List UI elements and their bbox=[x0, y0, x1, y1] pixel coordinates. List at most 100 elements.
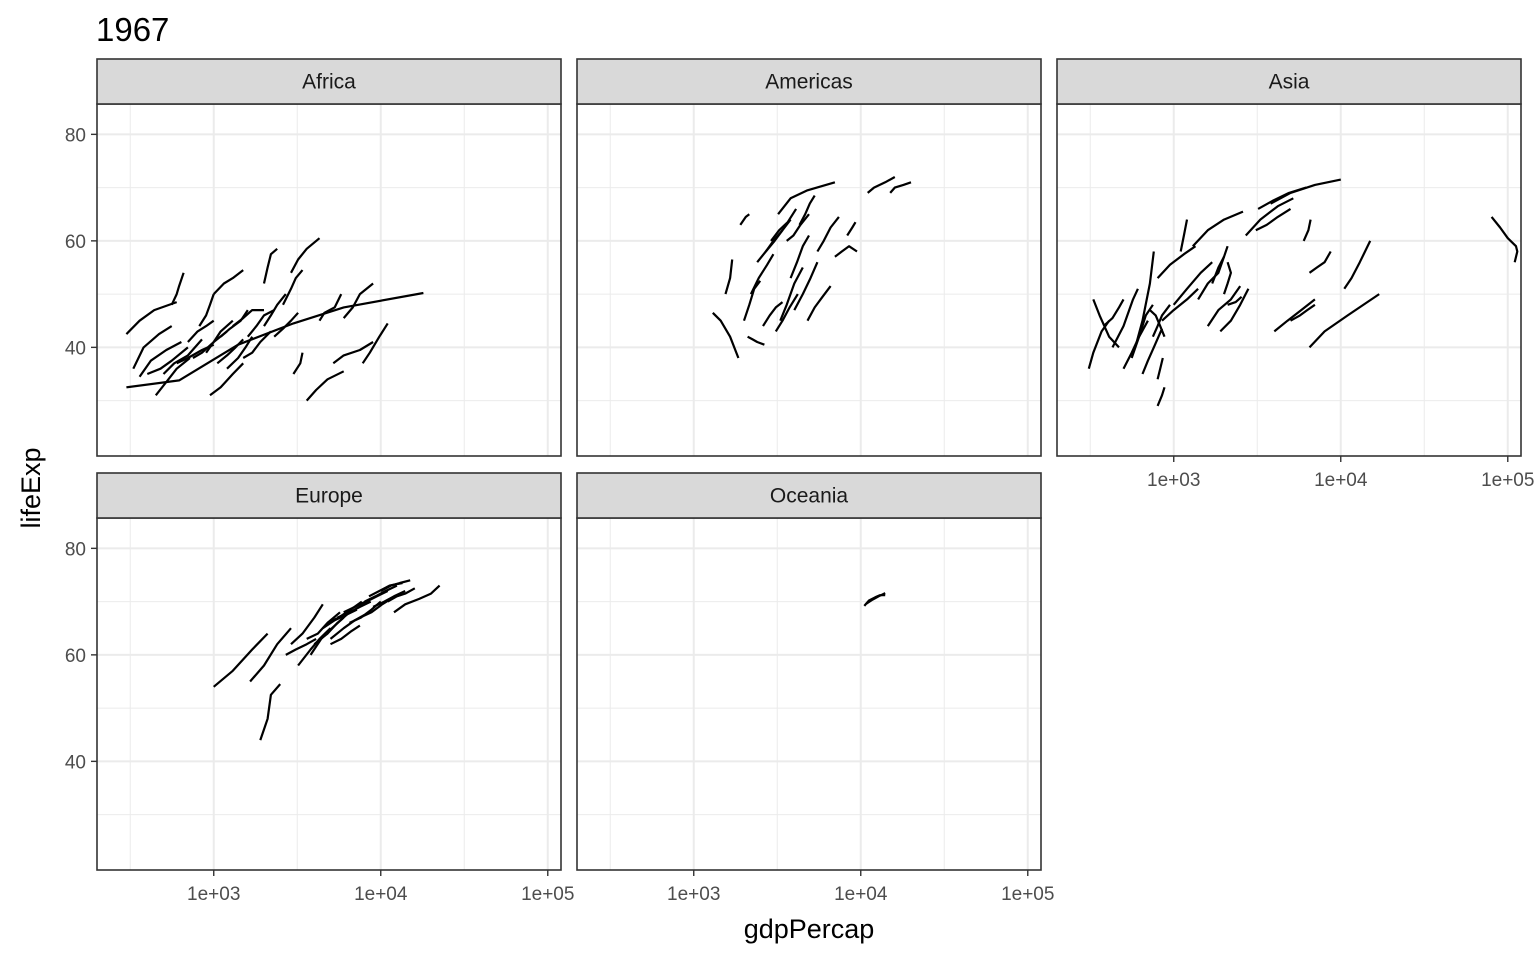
series-line-africa-32 bbox=[361, 322, 389, 364]
series-line-africa-24 bbox=[273, 312, 299, 338]
series-line-americas-12 bbox=[779, 266, 804, 322]
series-line-africa-11 bbox=[192, 330, 228, 359]
series-line-americas-22 bbox=[866, 176, 896, 194]
series-line-africa-20 bbox=[242, 330, 272, 359]
series-line-americas-17 bbox=[777, 181, 836, 215]
series-line-europe-21 bbox=[380, 579, 411, 592]
series-line-africa-23 bbox=[263, 293, 287, 327]
series-line-asia-9 bbox=[1149, 309, 1166, 338]
series-line-africa-19 bbox=[232, 309, 264, 327]
facet-africa: Africa 40 60 80 bbox=[65, 58, 562, 457]
series-line-africa-1 bbox=[126, 291, 424, 389]
chart-title: 1967 bbox=[96, 11, 169, 48]
series-line-asia-11 bbox=[1156, 386, 1166, 407]
strip-label-africa: Africa bbox=[302, 71, 356, 94]
series-line-asia-27 bbox=[1270, 178, 1342, 205]
series-line-europe-3 bbox=[249, 627, 292, 683]
strip-background bbox=[576, 472, 1042, 519]
series-line-asia-28 bbox=[1273, 298, 1316, 333]
series-line-africa-28 bbox=[305, 370, 345, 402]
series-line-asia-15 bbox=[1172, 261, 1213, 306]
series-line-americas-13 bbox=[786, 213, 810, 242]
series-line-asia-22 bbox=[1222, 261, 1232, 295]
series-line-asia-21 bbox=[1219, 288, 1250, 333]
series-line-americas-4 bbox=[742, 280, 762, 322]
series-line-africa-2 bbox=[125, 301, 178, 335]
series-lines bbox=[125, 237, 424, 402]
series-lines bbox=[863, 592, 886, 607]
series-line-americas-16 bbox=[798, 195, 816, 226]
x-axis-title: gdpPercap bbox=[744, 914, 875, 944]
x-axis: 1e+03 1e+04 1e+05 bbox=[1147, 456, 1534, 491]
series-line-asia-14 bbox=[1161, 288, 1199, 322]
series-line-americas-8 bbox=[762, 301, 784, 327]
series-line-asia-8 bbox=[1141, 328, 1164, 375]
y-axis-title: lifeExp bbox=[16, 447, 46, 528]
x-tick-label: 1e+05 bbox=[521, 884, 574, 905]
series-line-asia-6 bbox=[1130, 304, 1154, 359]
series-line-oceania-2 bbox=[865, 592, 886, 605]
x-tick-label: 1e+04 bbox=[834, 884, 888, 905]
series-line-asia-4 bbox=[1111, 288, 1139, 348]
series-line-asia-24 bbox=[1244, 197, 1294, 237]
facet-americas: Americas bbox=[576, 58, 1042, 457]
series-line-africa-16 bbox=[216, 338, 244, 365]
grid-lines bbox=[97, 518, 561, 870]
series-line-europe-24 bbox=[330, 624, 361, 646]
series-line-africa-3 bbox=[132, 325, 173, 370]
series-line-africa-12 bbox=[198, 293, 215, 327]
series-line-asia-30 bbox=[1302, 219, 1312, 242]
series-line-asia-34 bbox=[1490, 216, 1519, 263]
y-tick-label: 60 bbox=[65, 646, 86, 667]
series-line-asia-19 bbox=[1206, 285, 1242, 327]
series-line-americas-5 bbox=[747, 335, 765, 346]
series-line-americas-14 bbox=[789, 234, 810, 279]
series-line-africa-6 bbox=[154, 357, 191, 396]
series-line-africa-5 bbox=[146, 346, 189, 376]
series-line-asia-12 bbox=[1151, 304, 1171, 338]
x-axis: 1e+03 1e+04 1e+05 bbox=[187, 870, 574, 905]
series-line-europe-4 bbox=[285, 637, 317, 656]
y-tick-label: 60 bbox=[65, 232, 86, 253]
series-line-americas-19 bbox=[816, 216, 840, 253]
series-line-africa-22 bbox=[262, 247, 278, 284]
strip-label-asia: Asia bbox=[1269, 71, 1310, 94]
facet-oceania: Oceania 1e+03 1e+04 1e+05 bbox=[576, 472, 1054, 905]
series-line-americas-1 bbox=[712, 312, 740, 359]
series-lines bbox=[712, 176, 912, 359]
series-line-asia-3 bbox=[1102, 298, 1125, 327]
series-line-africa-8 bbox=[170, 272, 185, 306]
series-line-europe-23 bbox=[393, 584, 441, 614]
series-line-americas-20 bbox=[834, 245, 858, 258]
x-tick-label: 1e+03 bbox=[1147, 470, 1200, 491]
series-line-europe-1 bbox=[212, 632, 269, 688]
series-line-africa-4 bbox=[138, 341, 182, 378]
series-line-americas-2 bbox=[724, 259, 734, 295]
series-line-africa-25 bbox=[282, 269, 304, 306]
series-line-americas-18 bbox=[806, 285, 832, 322]
series-line-americas-3 bbox=[739, 213, 750, 226]
strip-background bbox=[96, 58, 562, 105]
facet-asia: Asia 1e+03 1e+04 1e+05 bbox=[1056, 58, 1534, 491]
series-line-europe-2 bbox=[259, 683, 282, 741]
panel-background bbox=[97, 518, 561, 870]
series-line-asia-7 bbox=[1135, 251, 1155, 343]
grid-lines bbox=[577, 518, 1041, 870]
series-line-americas-11 bbox=[774, 293, 799, 332]
series-line-africa-30 bbox=[332, 341, 374, 365]
grid-lines bbox=[97, 104, 561, 456]
y-tick-label: 80 bbox=[65, 125, 86, 146]
series-line-africa-7 bbox=[162, 338, 203, 375]
panel-background bbox=[97, 104, 561, 456]
strip-label-americas: Americas bbox=[765, 71, 853, 94]
series-line-asia-17 bbox=[1191, 210, 1244, 247]
series-lines bbox=[1087, 178, 1519, 407]
series-line-asia-33 bbox=[1343, 240, 1372, 290]
series-line-africa-26 bbox=[290, 237, 321, 274]
x-tick-label: 1e+05 bbox=[1001, 884, 1054, 905]
series-line-americas-9 bbox=[764, 218, 792, 253]
x-tick-label: 1e+04 bbox=[354, 884, 408, 905]
y-axis: 40 60 80 bbox=[65, 539, 97, 773]
series-line-africa-18 bbox=[226, 336, 254, 370]
